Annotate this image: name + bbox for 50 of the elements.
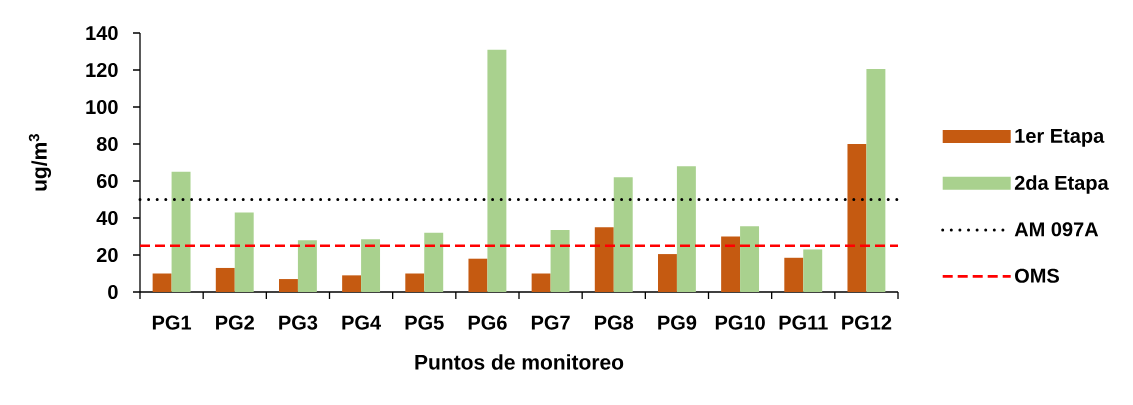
bar bbox=[550, 230, 570, 292]
y-tick-label: 20 bbox=[96, 247, 118, 263]
x-tick-label: PG5 bbox=[405, 315, 444, 330]
y-tick-label: 100 bbox=[86, 99, 118, 115]
legend-label: 2da Etapa bbox=[1014, 175, 1109, 194]
x-axis-title: Puntos de monitoreo bbox=[415, 354, 624, 370]
bar bbox=[424, 232, 444, 292]
bar bbox=[361, 239, 381, 292]
bar bbox=[803, 249, 823, 292]
x-tick-label: PG10 bbox=[715, 315, 765, 330]
x-tick-label: PG3 bbox=[279, 315, 318, 330]
y-tick-label: 80 bbox=[96, 136, 118, 152]
x-tick-label: PG11 bbox=[779, 315, 828, 330]
bar bbox=[847, 144, 867, 292]
y-tick-label: 0 bbox=[108, 284, 118, 300]
bar bbox=[234, 212, 254, 292]
y-tick-label: 120 bbox=[86, 62, 118, 78]
x-tick-label: PG7 bbox=[531, 315, 570, 330]
bar bbox=[405, 273, 425, 292]
bar bbox=[342, 275, 362, 292]
y-tick-label: 40 bbox=[96, 210, 118, 226]
bar bbox=[215, 267, 235, 292]
bar bbox=[866, 69, 886, 292]
x-tick-label: PG2 bbox=[216, 315, 254, 330]
bar bbox=[468, 258, 488, 292]
legend-label: AM 097A bbox=[1014, 222, 1099, 237]
bar bbox=[657, 254, 677, 292]
bar bbox=[740, 226, 760, 292]
x-tick-label: PG8 bbox=[595, 315, 634, 330]
y-axis-title: ug/m$^{3}$ bbox=[28, 134, 52, 191]
x-tick-label: PG12 bbox=[842, 315, 892, 330]
bar bbox=[278, 279, 298, 292]
y-tick-label: 60 bbox=[96, 173, 118, 189]
y-tick-label: 140 bbox=[86, 25, 118, 41]
bar bbox=[613, 177, 633, 292]
x-tick-label: PG9 bbox=[658, 315, 697, 330]
bar bbox=[676, 166, 696, 292]
x-tick-label: PG6 bbox=[468, 315, 507, 330]
bar bbox=[531, 273, 551, 292]
x-tick-label: PG1 bbox=[152, 315, 192, 330]
legend-label: 1er Etapa bbox=[1015, 128, 1105, 147]
bar bbox=[487, 49, 507, 292]
bar bbox=[594, 227, 614, 292]
bar bbox=[784, 257, 804, 292]
bar bbox=[721, 236, 741, 292]
legend-label: OMS bbox=[1015, 268, 1059, 283]
bar bbox=[152, 273, 172, 292]
x-tick-label: PG4 bbox=[342, 315, 381, 330]
bar bbox=[171, 171, 191, 292]
bar bbox=[297, 240, 317, 292]
